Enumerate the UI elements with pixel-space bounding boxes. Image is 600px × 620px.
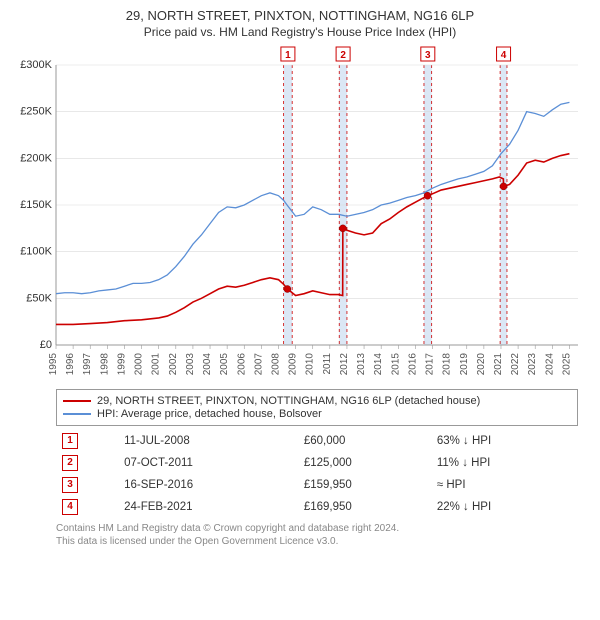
sale-row: 4 24-FEB-2021£169,95022% ↓ HPI [56,496,578,518]
y-tick-label: £100K [20,246,52,258]
x-tick-label: 2025 [561,353,572,376]
x-tick-label: 2009 [288,353,299,376]
sale-date: 11-JUL-2008 [118,430,298,452]
chart-title-line1: 29, NORTH STREET, PINXTON, NOTTINGHAM, N… [8,8,592,23]
y-tick-label: £0 [40,339,52,351]
sale-delta: ≈ HPI [431,474,578,496]
x-tick-label: 2018 [442,353,453,376]
x-tick-label: 2004 [202,353,213,376]
sale-marker-cell: 3 [56,474,118,496]
legend-swatch [63,413,91,415]
x-tick-label: 2022 [510,353,521,376]
sale-marker-dot [284,286,291,293]
sale-marker-icon: 2 [62,455,78,471]
sale-band-label: 1 [285,50,291,61]
chart-title-line2: Price paid vs. HM Land Registry's House … [8,25,592,39]
sale-delta: 22% ↓ HPI [431,496,578,518]
sale-price: £125,000 [298,452,431,474]
x-tick-label: 1995 [48,353,59,376]
sale-marker-cell: 2 [56,452,118,474]
x-tick-label: 2006 [236,353,247,376]
x-tick-label: 2012 [339,353,350,376]
x-tick-label: 2024 [544,353,555,376]
sale-delta: 11% ↓ HPI [431,452,578,474]
y-tick-label: £250K [20,106,52,118]
legend-row: HPI: Average price, detached house, Bols… [63,408,571,420]
legend-label: 29, NORTH STREET, PINXTON, NOTTINGHAM, N… [97,395,480,407]
chart-area: 1 2 3 4 £0 £50K £100K £150K £200K £250K £300K 1995 1… [8,43,592,383]
x-tick-label: 2011 [322,353,333,375]
x-tick-label: 1998 [99,353,110,376]
line-chart-svg: 1 2 3 4 £0 £50K £100K £150K £200K £250K £300K 1995 1… [8,43,592,383]
sale-date: 16-SEP-2016 [118,474,298,496]
x-tick-label: 2007 [253,353,264,376]
x-tick-label: 1996 [65,353,76,376]
x-tick-label: 2017 [425,353,436,376]
sale-band-label: 2 [340,50,346,61]
sale-marker-cell: 1 [56,430,118,452]
x-tick-label: 2002 [168,353,179,376]
x-tick-label: 2005 [219,353,230,376]
x-tick-label: 2023 [527,353,538,376]
sale-row: 3 16-SEP-2016£159,950≈ HPI [56,474,578,496]
sale-row: 2 07-OCT-2011£125,00011% ↓ HPI [56,452,578,474]
x-tick-label: 2016 [407,353,418,376]
x-tick-label: 2013 [356,353,367,376]
x-tick-label: 2008 [270,353,281,376]
sale-date: 24-FEB-2021 [118,496,298,518]
x-tick-label: 2015 [390,353,401,376]
y-tick-label: £200K [20,152,52,164]
y-tick-label: £150K [20,199,52,211]
y-tick-label: £300K [20,59,52,71]
sale-marker-icon: 4 [62,499,78,515]
sale-price: £60,000 [298,430,431,452]
y-tick-label: £50K [26,292,52,304]
x-tick-label: 2021 [493,353,504,376]
x-tick-label: 2014 [373,353,384,376]
footer-line1: Contains HM Land Registry data © Crown c… [56,522,578,535]
legend-row: 29, NORTH STREET, PINXTON, NOTTINGHAM, N… [63,395,571,407]
chart-legend: 29, NORTH STREET, PINXTON, NOTTINGHAM, N… [56,389,578,426]
sales-table: 1 11-JUL-2008£60,00063% ↓ HPI 2 07-OCT-2011… [56,430,578,518]
sale-price: £159,950 [298,474,431,496]
x-tick-label: 2003 [185,353,196,376]
x-tick-label: 1997 [82,353,93,376]
x-tick-label: 2000 [134,353,145,376]
footer-line2: This data is licensed under the Open Gov… [56,535,578,548]
legend-label: HPI: Average price, detached house, Bols… [97,408,322,420]
x-tick-label: 2001 [151,353,162,376]
sale-marker-dot [500,183,507,190]
sale-marker-dot [424,192,431,199]
legend-swatch [63,400,91,402]
x-tick-label: 1999 [116,353,127,376]
attribution-footer: Contains HM Land Registry data © Crown c… [56,522,578,548]
sale-band-label: 4 [501,50,507,61]
x-tick-label: 2020 [476,353,487,376]
sale-marker-dot [339,225,346,232]
sale-marker-icon: 3 [62,477,78,493]
x-tick-label: 2010 [305,353,316,376]
sale-marker-icon: 1 [62,433,78,449]
sale-date: 07-OCT-2011 [118,452,298,474]
sale-marker-cell: 4 [56,496,118,518]
sale-price: £169,950 [298,496,431,518]
x-tick-label: 2019 [459,353,470,376]
sale-row: 1 11-JUL-2008£60,00063% ↓ HPI [56,430,578,452]
sale-delta: 63% ↓ HPI [431,430,578,452]
sale-band-label: 3 [425,50,431,61]
